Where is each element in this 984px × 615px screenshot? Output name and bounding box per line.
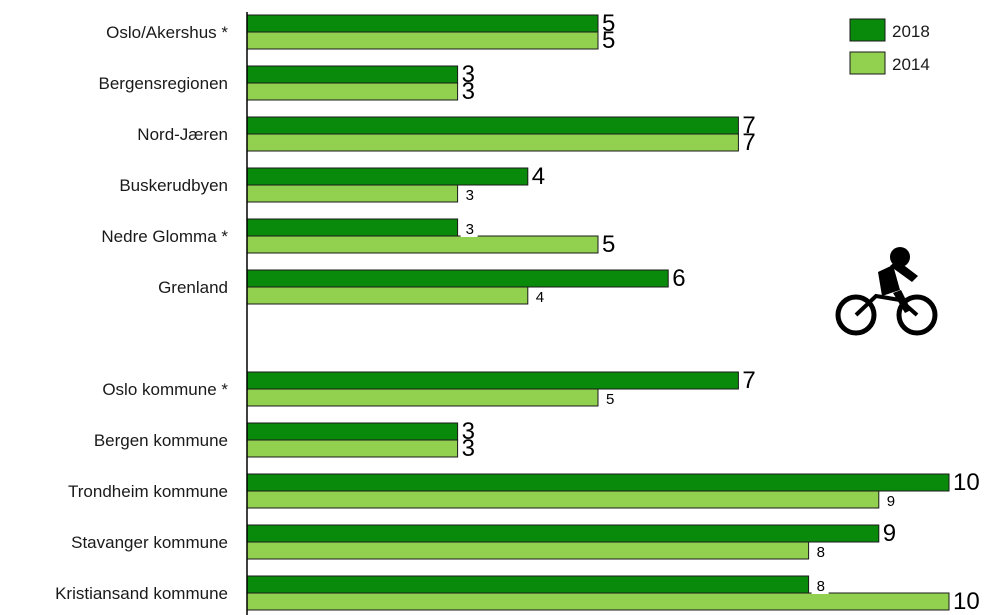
- value-label-bg-2014-stavanger-kommune: [811, 543, 829, 560]
- value-label-2018-stavanger-kommune: 9: [883, 520, 896, 547]
- bar-2014-bergen-kommune: [246, 439, 459, 458]
- value-label-2018-trondheim-kommune: 10: [953, 469, 980, 496]
- bar-2014-kristiansand-kommune: [246, 592, 950, 611]
- value-label-2014-buskerudbyen: 3: [466, 187, 474, 204]
- value-label-2018-kristiansand-kommune: 8: [817, 578, 825, 595]
- category-labels: Oslo/Akershus * Bergensregionen Nord-Jæren…: [55, 23, 228, 603]
- category-label-buskerudbyen: Buskerudbyen: [119, 176, 228, 195]
- legend-swatch-2014: [849, 51, 886, 75]
- bar-2018-stavanger-kommune: [246, 524, 880, 543]
- bar-2014-stavanger-kommune: [246, 541, 810, 560]
- value-label-bg-2014-buskerudbyen: [460, 186, 478, 203]
- legend-swatch-2018: [849, 18, 886, 42]
- bar-2014-buskerudbyen: [246, 184, 459, 203]
- bar-2014-grenland: [246, 286, 529, 305]
- bar-2014-oslo-akershus: [246, 31, 599, 50]
- bar-2014-oslo-kommune: [246, 388, 599, 407]
- category-label-grenland: Grenland: [158, 278, 228, 297]
- legend: 2018 2014: [849, 18, 930, 75]
- cyclist-icon: [835, 247, 938, 336]
- value-label-2018-bergen-kommune: 3: [462, 418, 475, 445]
- value-label-2014-trondheim-kommune: 9: [887, 493, 895, 510]
- legend-label-2014: 2014: [892, 55, 930, 74]
- category-label-trondheim-kommune: Trondheim kommune: [68, 482, 228, 501]
- value-label-2014-bergensregionen: 3: [462, 78, 475, 105]
- value-label-2018-grenland: 6: [672, 265, 685, 292]
- value-label-2014-oslo-kommune: 5: [606, 391, 614, 408]
- value-label-2014-grenland: 4: [536, 289, 544, 306]
- bar-2018-bergen-kommune: [246, 422, 459, 441]
- category-label-kristiansand-kommune: Kristiansand kommune: [55, 584, 228, 603]
- bar-2018-bergensregionen: [246, 65, 459, 84]
- value-label-2014-stavanger-kommune: 8: [817, 544, 825, 561]
- bar-2014-trondheim-kommune: [246, 490, 880, 509]
- value-label-2018-buskerudbyen: 4: [532, 163, 545, 190]
- value-label-bg-2014-oslo-kommune: [601, 390, 618, 407]
- bar-2018-kristiansand-kommune: [246, 575, 810, 594]
- bar-2018-oslo-akershus: [246, 14, 599, 33]
- category-label-nedre-glomma: Nedre Glomma *: [101, 227, 228, 246]
- value-label-2018-bergensregionen: 3: [462, 61, 475, 88]
- bar-2018-oslo-kommune: [246, 371, 739, 390]
- value-label-2014-kristiansand-kommune: 10: [953, 588, 980, 615]
- value-label-bg-2018-kristiansand-kommune: [811, 577, 829, 594]
- bars-layer: [246, 14, 950, 611]
- value-label-bg-2014-trondheim-kommune: [881, 492, 899, 509]
- bar-2018-buskerudbyen: [246, 167, 529, 186]
- value-label-2018-oslo-kommune: 7: [742, 367, 755, 394]
- category-label-stavanger-kommune: Stavanger kommune: [71, 533, 228, 552]
- category-label-bergen-kommune: Bergen kommune: [94, 431, 228, 450]
- value-label-2014-nedre-glomma: 5: [602, 231, 615, 258]
- value-label-2014-bergen-kommune: 3: [462, 435, 475, 462]
- bar-2018-nord-jaeren: [246, 116, 739, 135]
- value-label-2018-nedre-glomma: 3: [466, 221, 474, 238]
- value-label-2014-nord-jaeren: 7: [742, 129, 755, 156]
- value-label-2018-oslo-akershus: 5: [602, 10, 615, 37]
- value-label-2018-nord-jaeren: 7: [742, 112, 755, 139]
- bar-2018-grenland: [246, 269, 669, 288]
- legend-label-2018: 2018: [892, 22, 930, 41]
- bar-2014-bergensregionen: [246, 82, 459, 101]
- category-label-bergensregionen: Bergensregionen: [99, 74, 228, 93]
- category-label-oslo-akershus: Oslo/Akershus *: [106, 23, 228, 42]
- category-label-nord-jaeren: Nord-Jæren: [137, 125, 228, 144]
- bar-2018-trondheim-kommune: [246, 473, 950, 492]
- bar-2014-nord-jaeren: [246, 133, 739, 152]
- value-label-bg-2018-nedre-glomma: [460, 220, 478, 237]
- bar-2014-nedre-glomma: [246, 235, 599, 254]
- value-label-bg-2014-grenland: [530, 288, 548, 305]
- category-label-oslo-kommune: Oslo kommune *: [102, 380, 228, 399]
- value-label-2014-oslo-akershus: 5: [602, 27, 615, 54]
- bar-2018-nedre-glomma: [246, 218, 459, 237]
